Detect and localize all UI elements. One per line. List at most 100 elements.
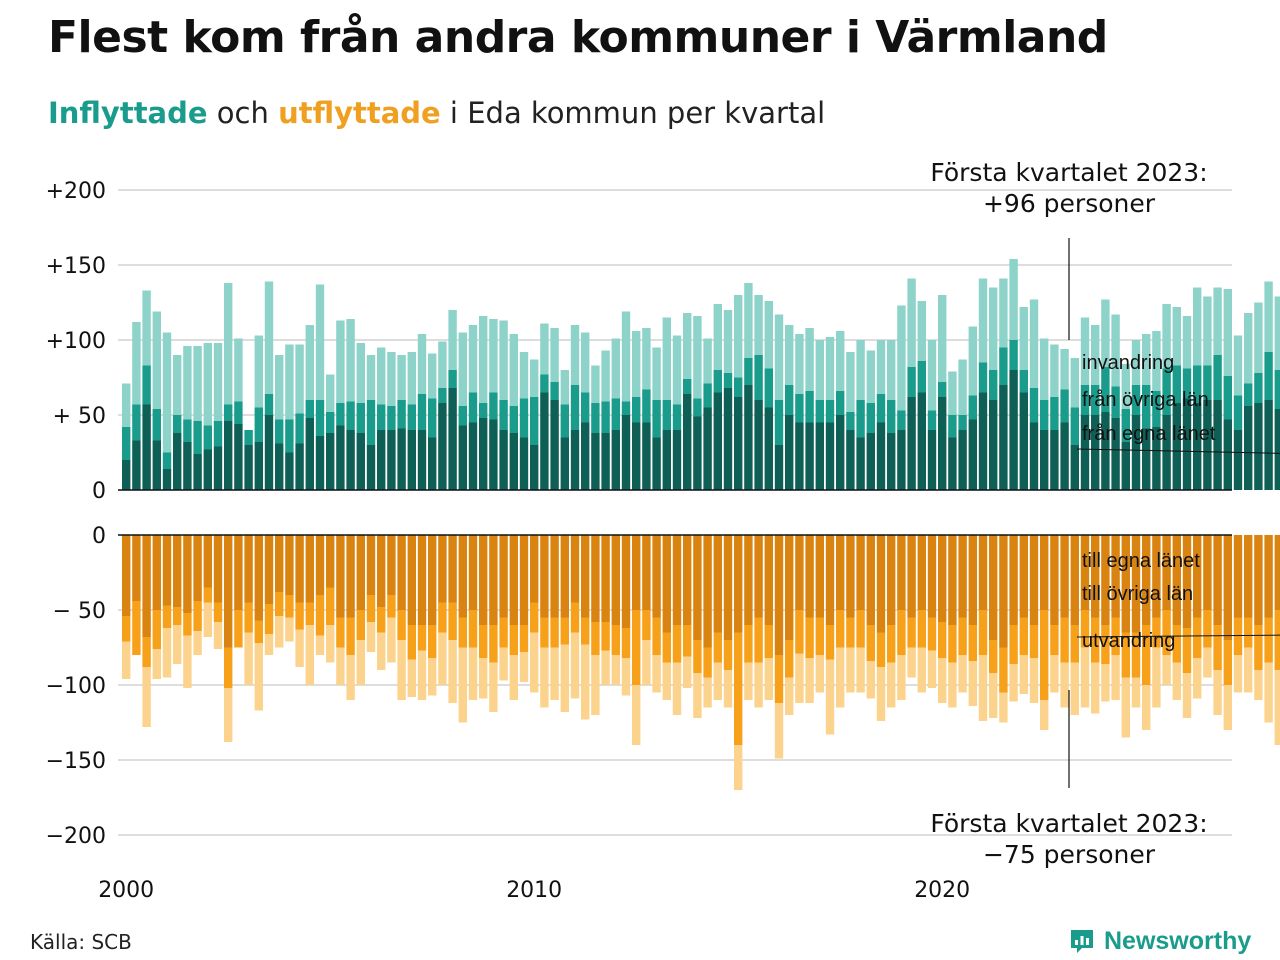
bar-utvandring: [611, 655, 620, 685]
bar-invandring: [1274, 296, 1280, 370]
subtitle-inflyttade: Inflyttade: [48, 96, 208, 130]
bar-fran-egna-lanet: [999, 385, 1008, 490]
bar-utvandring: [754, 662, 763, 708]
bar-till-ovriga-lan: [989, 640, 998, 673]
bar-fran-egna-lanet: [795, 422, 804, 490]
bar-till-egna-lanet: [1131, 535, 1141, 633]
bar-till-egna-lanet: [499, 535, 508, 618]
bar-till-egna-lanet: [428, 535, 437, 625]
bar-invandring: [397, 355, 406, 400]
bar-invandring: [224, 283, 233, 405]
bar-till-ovriga-lan: [142, 637, 151, 667]
bar-fran-egna-lanet: [1223, 419, 1232, 490]
bar-fran-ovriga-lan: [968, 395, 977, 420]
bar-fran-ovriga-lan: [1080, 385, 1090, 415]
bar-utvandring: [1121, 677, 1130, 738]
bar-till-egna-lanet: [917, 535, 926, 610]
bar-fran-egna-lanet: [805, 422, 814, 490]
bar-invandring: [234, 338, 243, 402]
bar-invandring: [1101, 299, 1110, 367]
bar-till-ovriga-lan: [1142, 625, 1151, 685]
bar-invandring: [203, 343, 212, 426]
bar-invandring: [774, 314, 784, 400]
bar-till-egna-lanet: [234, 535, 243, 610]
bar-fran-ovriga-lan: [1019, 370, 1028, 393]
bar-invandring: [315, 284, 325, 400]
bar-fran-ovriga-lan: [560, 404, 569, 438]
bar-invandring: [652, 347, 661, 400]
bar-till-ovriga-lan: [458, 617, 467, 648]
bar-till-ovriga-lan: [713, 632, 722, 663]
bar-till-ovriga-lan: [907, 617, 916, 648]
bar-fran-egna-lanet: [1131, 415, 1141, 490]
bar-fran-egna-lanet: [1244, 406, 1253, 490]
bar-utvandring: [632, 685, 641, 745]
bar-till-ovriga-lan: [734, 632, 743, 745]
bar-utvandring: [866, 661, 875, 699]
bar-utvandring: [876, 667, 886, 721]
bar-fran-ovriga-lan: [346, 401, 355, 430]
bar-invandring: [611, 338, 620, 399]
bar-utvandring: [519, 652, 529, 682]
bar-fran-ovriga-lan: [356, 403, 365, 433]
bar-utvandring: [509, 655, 518, 700]
bar-invandring: [173, 355, 182, 415]
bar-utvandring: [213, 622, 223, 649]
bar-till-egna-lanet: [887, 535, 896, 625]
bar-fran-ovriga-lan: [305, 400, 314, 418]
bar-invandring: [754, 295, 763, 355]
bar-fran-ovriga-lan: [428, 398, 437, 438]
bar-fran-ovriga-lan: [917, 361, 926, 393]
bar-utvandring: [774, 703, 784, 759]
bar-fran-ovriga-lan: [897, 410, 906, 430]
bar-till-egna-lanet: [152, 535, 161, 610]
bar-invandring: [377, 347, 386, 405]
bar-fran-egna-lanet: [213, 446, 223, 490]
bar-till-ovriga-lan: [275, 592, 284, 616]
bar-till-ovriga-lan: [1101, 625, 1110, 664]
series-end-label-bottom: till egna länet: [1082, 550, 1200, 572]
bar-invandring: [1070, 358, 1079, 408]
bar-till-ovriga-lan: [1121, 632, 1130, 678]
source-note: Källa: SCB: [30, 930, 132, 954]
bar-fran-egna-lanet: [887, 433, 896, 490]
bar-fran-ovriga-lan: [1131, 385, 1141, 415]
bar-fran-ovriga-lan: [723, 373, 733, 388]
bar-fran-ovriga-lan: [1172, 365, 1181, 403]
bar-utvandring: [652, 655, 661, 693]
bar-till-egna-lanet: [254, 535, 263, 621]
bar-invandring: [305, 325, 314, 400]
bar-till-ovriga-lan: [1172, 625, 1181, 663]
bar-fran-ovriga-lan: [805, 391, 814, 423]
y-tick-label-bottom: − 50: [53, 599, 106, 624]
bar-utvandring: [1264, 662, 1273, 723]
bar-till-egna-lanet: [203, 535, 212, 588]
bar-till-ovriga-lan: [387, 595, 396, 618]
bar-fran-ovriga-lan: [397, 400, 406, 429]
bar-fran-ovriga-lan: [377, 404, 386, 430]
bar-utvandring: [193, 631, 202, 655]
bar-fran-egna-lanet: [703, 407, 712, 490]
bars-utflyttade: [122, 535, 1280, 790]
bar-till-egna-lanet: [744, 535, 753, 625]
bar-till-egna-lanet: [1162, 535, 1171, 610]
bar-utvandring: [397, 640, 406, 700]
bar-invandring: [1244, 313, 1253, 384]
bar-till-ovriga-lan: [509, 625, 518, 655]
bar-invandring: [621, 311, 631, 402]
bar-till-ovriga-lan: [377, 607, 386, 633]
bar-fran-egna-lanet: [1101, 412, 1110, 490]
bar-fran-ovriga-lan: [1193, 365, 1202, 403]
bar-till-egna-lanet: [764, 535, 773, 625]
bar-invandring: [897, 305, 906, 411]
bar-invandring: [540, 323, 549, 375]
bar-fran-ovriga-lan: [315, 400, 325, 436]
bar-fran-ovriga-lan: [509, 406, 518, 433]
bar-till-egna-lanet: [489, 535, 498, 625]
bar-till-egna-lanet: [336, 535, 345, 618]
bar-fran-egna-lanet: [866, 433, 875, 490]
bar-till-ovriga-lan: [621, 628, 631, 658]
bar-fran-egna-lanet: [938, 397, 947, 490]
bar-till-egna-lanet: [1254, 535, 1263, 625]
bar-fran-egna-lanet: [264, 415, 274, 490]
